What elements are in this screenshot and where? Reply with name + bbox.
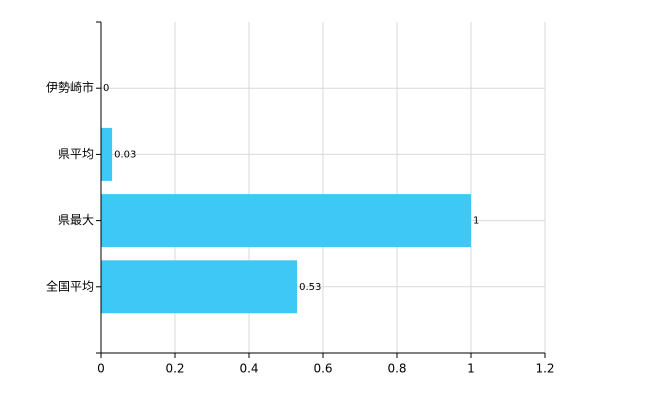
bar <box>101 260 298 314</box>
x-tick-label: 0.2 <box>165 362 184 376</box>
y-tick-label: 県平均 <box>58 147 94 161</box>
bar <box>101 194 471 248</box>
y-tick-label: 全国平均 <box>46 278 94 293</box>
x-tick-label: 0.4 <box>239 362 258 376</box>
x-tick-label: 1 <box>467 362 475 376</box>
x-tick-label: 0.6 <box>313 362 332 376</box>
y-tick-label: 県最大 <box>58 213 94 227</box>
y-tick-label: 伊勢崎市 <box>46 80 94 95</box>
bar <box>101 127 113 181</box>
x-tick-label: 1.2 <box>535 362 554 376</box>
value-label: 0.53 <box>299 282 321 293</box>
value-label: 0.03 <box>114 149 136 160</box>
value-label: 0 <box>103 83 109 94</box>
x-tick-label: 0 <box>97 362 105 376</box>
x-tick-label: 0.8 <box>387 362 406 376</box>
value-label: 1 <box>473 216 479 227</box>
